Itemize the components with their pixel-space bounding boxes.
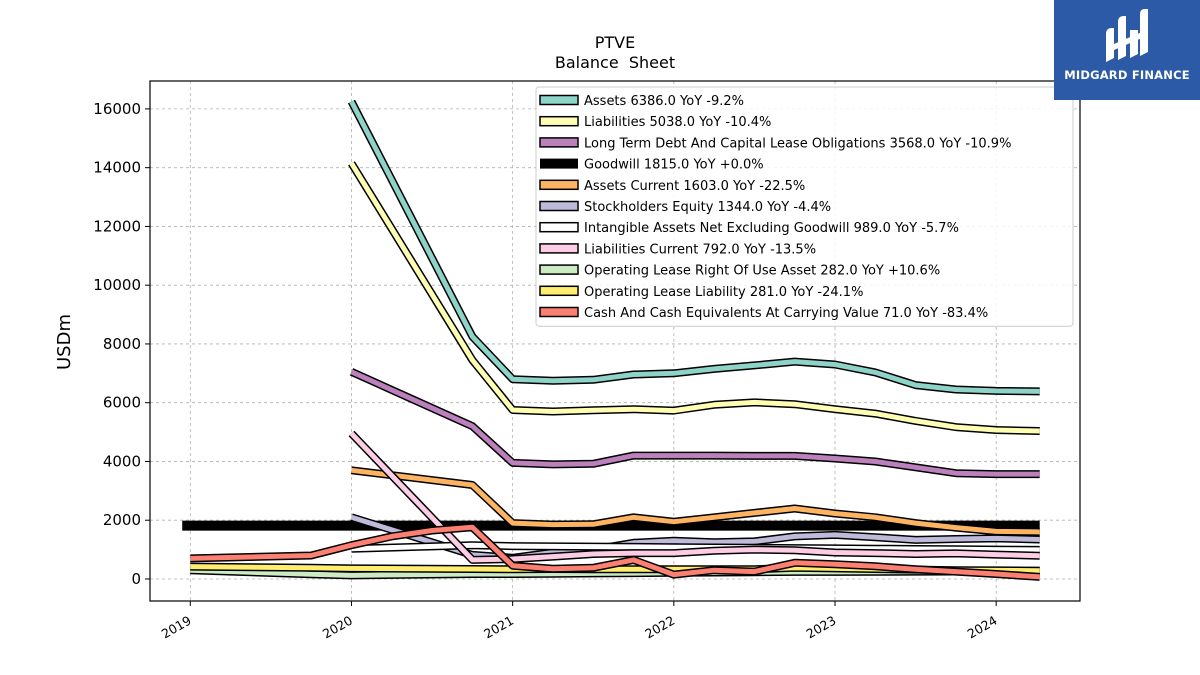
series-line-2	[349, 161, 1040, 434]
series-line-11	[190, 524, 1040, 580]
x-tick-label: 2024	[965, 613, 1000, 642]
midgard-finance-logo: MIDGARD FINANCE	[1054, 0, 1200, 100]
legend-label: Operating Lease Right Of Use Asset 282.0…	[584, 264, 940, 279]
y-tick-label: 14000	[93, 159, 141, 177]
y-axis-label: USDm	[54, 314, 75, 370]
legend-label: Liabilities Current 792.0 YoY -13.5%	[584, 242, 816, 257]
legend-label: Intangible Assets Net Excluding Goodwill…	[584, 221, 959, 236]
series-line-4	[182, 520, 1040, 531]
chart-subtitle: Balance Sheet	[555, 53, 675, 72]
series-line-3	[350, 369, 1040, 477]
series-line-1	[349, 100, 1040, 394]
y-tick-label: 16000	[93, 100, 141, 118]
legend-label: Goodwill 1815.0 YoY +0.0%	[584, 158, 764, 173]
y-tick-label: 8000	[103, 335, 141, 353]
y-tick-label: 2000	[103, 511, 141, 529]
legend-label: Cash And Cash Equivalents At Carrying Va…	[584, 306, 988, 321]
legend-box	[535, 86, 1074, 327]
legend-swatch	[540, 158, 578, 169]
chart-title: PTVE	[595, 33, 635, 52]
x-tick-label: 2022	[642, 613, 677, 642]
legend-swatch	[539, 200, 579, 212]
legend-label: Long Term Debt And Capital Lease Obligat…	[584, 136, 1011, 151]
logo-mark-icon	[1106, 9, 1148, 62]
logo-text: MIDGARD FINANCE	[1064, 68, 1190, 82]
legend-label: Assets Current 1603.0 YoY -22.5%	[584, 179, 805, 194]
legend-swatch	[539, 306, 579, 318]
y-tick-label: 4000	[103, 452, 141, 470]
x-tick-label: 2021	[481, 613, 516, 642]
legend-label: Assets 6386.0 YoY -9.2%	[584, 94, 744, 109]
x-tick-label: 2023	[803, 613, 838, 642]
legend-label: Operating Lease Liability 281.0 YoY -24.…	[584, 285, 863, 300]
legend-label: Stockholders Equity 1344.0 YoY -4.4%	[584, 200, 831, 215]
legend: Assets 6386.0 YoY -9.2% Liabilities 5038.…	[535, 86, 1074, 327]
series-lines	[182, 99, 1040, 581]
legend-swatch	[539, 137, 579, 148]
y-tick-label: 6000	[103, 394, 141, 412]
series-line-8	[349, 431, 1040, 563]
legend-swatch	[539, 94, 579, 106]
legend-swatch	[539, 285, 579, 297]
series-line-5	[351, 467, 1040, 535]
y-tick-label: 0	[131, 570, 141, 588]
plot-area-frame	[149, 80, 1081, 602]
legend-swatch	[539, 115, 579, 127]
y-tick-label: 10000	[93, 276, 141, 294]
legend-label: Liabilities 5038.0 YoY -10.4%	[584, 115, 771, 130]
x-tick-label: 2019	[159, 613, 194, 642]
legend-swatch	[539, 264, 579, 275]
y-tick-label: 12000	[93, 217, 141, 235]
legend-swatch	[539, 221, 579, 233]
x-tick-label: 2020	[320, 613, 355, 642]
legend-swatch	[539, 243, 579, 254]
legend-swatch	[539, 179, 579, 191]
